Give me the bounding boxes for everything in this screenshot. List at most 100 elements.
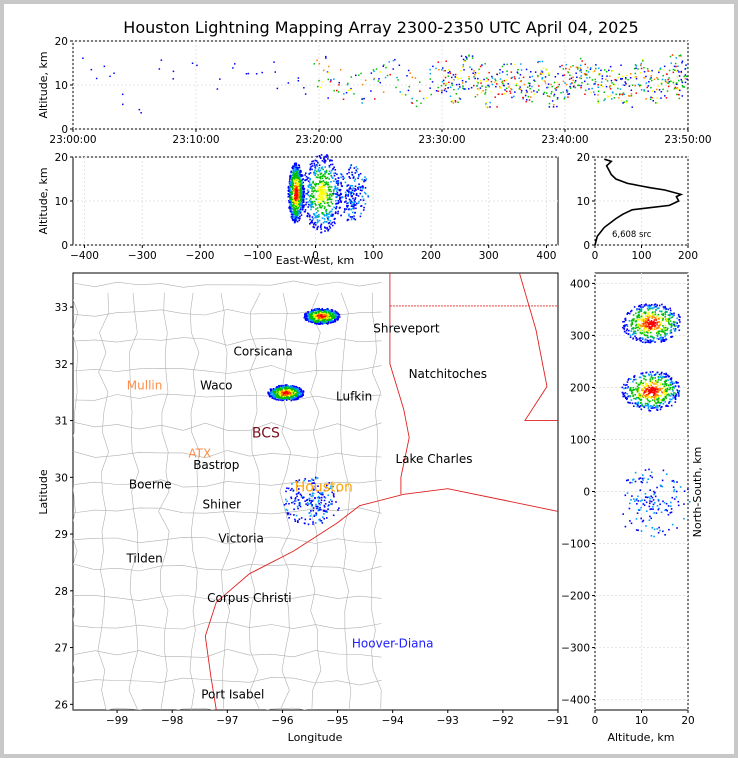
map-x-tick-label: −95 <box>326 715 348 727</box>
east-west-point <box>301 178 304 181</box>
north-south-point <box>664 383 666 385</box>
time-altitude-point <box>485 80 488 82</box>
map-point <box>272 395 275 398</box>
east-west-point <box>294 182 297 184</box>
time-altitude-point <box>510 71 513 73</box>
north-south-point <box>646 394 648 397</box>
east-west-point <box>299 174 301 176</box>
map-point <box>283 389 285 392</box>
north-south-point <box>672 394 675 397</box>
map-point <box>313 319 315 322</box>
time-altitude-point <box>681 60 684 62</box>
north-south-point <box>664 534 666 536</box>
east-west-point <box>300 203 302 205</box>
map-point <box>305 499 308 502</box>
time-altitude-point <box>441 80 444 83</box>
time-altitude-point <box>592 71 594 73</box>
north-south-point <box>626 381 629 383</box>
north-south-point <box>670 336 673 338</box>
time-altitude-point <box>346 83 349 86</box>
north-south-point <box>676 481 678 483</box>
time-altitude-point <box>489 106 491 108</box>
map-point <box>295 514 298 517</box>
county-line <box>189 292 200 710</box>
north-south-point <box>656 486 658 489</box>
time-altitude-point <box>575 66 578 69</box>
east-west-point <box>294 194 297 196</box>
time-altitude-point <box>630 89 633 91</box>
time-altitude-point <box>406 75 408 77</box>
east-west-point <box>335 212 337 214</box>
time-altitude-point <box>392 59 395 62</box>
north-south-point <box>667 505 670 507</box>
east-west-point <box>301 193 303 196</box>
north-south-point <box>660 320 663 323</box>
north-south-point <box>640 506 642 509</box>
north-south-point <box>665 502 668 505</box>
map-point <box>312 492 315 495</box>
east-west-point <box>345 197 347 200</box>
north-south-point <box>674 325 676 328</box>
time-altitude-point <box>468 54 470 56</box>
north-south-point <box>652 508 654 510</box>
map-point <box>288 517 290 519</box>
east-west-point <box>294 211 296 214</box>
north-south-point <box>635 397 637 400</box>
north-south-point <box>647 332 649 334</box>
north-south-point <box>640 310 643 313</box>
time-altitude-point <box>499 78 502 80</box>
map-point <box>325 314 328 317</box>
time-altitude-point <box>438 69 440 71</box>
east-west-point <box>314 169 316 172</box>
east-west-point <box>289 183 291 186</box>
east-west-point <box>355 169 357 172</box>
time-altitude-point <box>565 67 567 70</box>
map-point <box>290 497 293 500</box>
north-south-point <box>672 479 675 482</box>
east-west-point <box>295 198 297 200</box>
map-point <box>323 504 326 507</box>
time-altitude-point <box>563 74 566 76</box>
map-point <box>288 389 290 391</box>
north-south-panel: North-South, km Altitude, km 0 10 20−400−3… <box>561 272 704 744</box>
map-point <box>335 501 337 503</box>
north-south-point <box>623 330 626 333</box>
east-west-point <box>299 196 302 198</box>
east-west-point <box>287 195 290 198</box>
north-south-point <box>636 396 638 399</box>
time-altitude-point <box>527 82 530 84</box>
time-altitude-point <box>484 91 487 94</box>
map-point <box>294 498 297 500</box>
time-altitude-point <box>674 86 676 89</box>
north-south-point <box>662 325 664 327</box>
north-south-point <box>644 319 646 322</box>
east-west-point <box>345 193 347 196</box>
histogram-source-count: 6,608 src <box>612 230 652 240</box>
north-south-point <box>644 339 646 341</box>
east-west-point <box>292 203 295 205</box>
east-west-point <box>315 160 318 162</box>
time-altitude-point <box>684 68 687 70</box>
north-south-point <box>643 305 646 307</box>
north-south-point <box>647 319 650 322</box>
north-south-point <box>663 398 665 400</box>
time-altitude-point <box>509 92 512 94</box>
north-south-point <box>642 319 645 321</box>
east-west-point <box>308 183 311 186</box>
east-west-point <box>328 194 330 197</box>
north-south-point <box>648 322 651 325</box>
map-point <box>337 315 340 318</box>
time-altitude-point <box>478 68 480 71</box>
time-altitude-point <box>460 70 462 72</box>
north-south-point <box>629 402 631 404</box>
north-south-point <box>648 389 651 392</box>
east-west-point <box>330 169 333 172</box>
north-south-point <box>669 323 671 326</box>
east-west-point <box>311 168 313 171</box>
north-south-point <box>659 408 662 411</box>
time-altitude-point <box>510 63 512 65</box>
north-south-point <box>644 321 647 324</box>
map-point <box>328 488 330 490</box>
map-point <box>323 309 326 312</box>
county-line <box>73 563 382 573</box>
